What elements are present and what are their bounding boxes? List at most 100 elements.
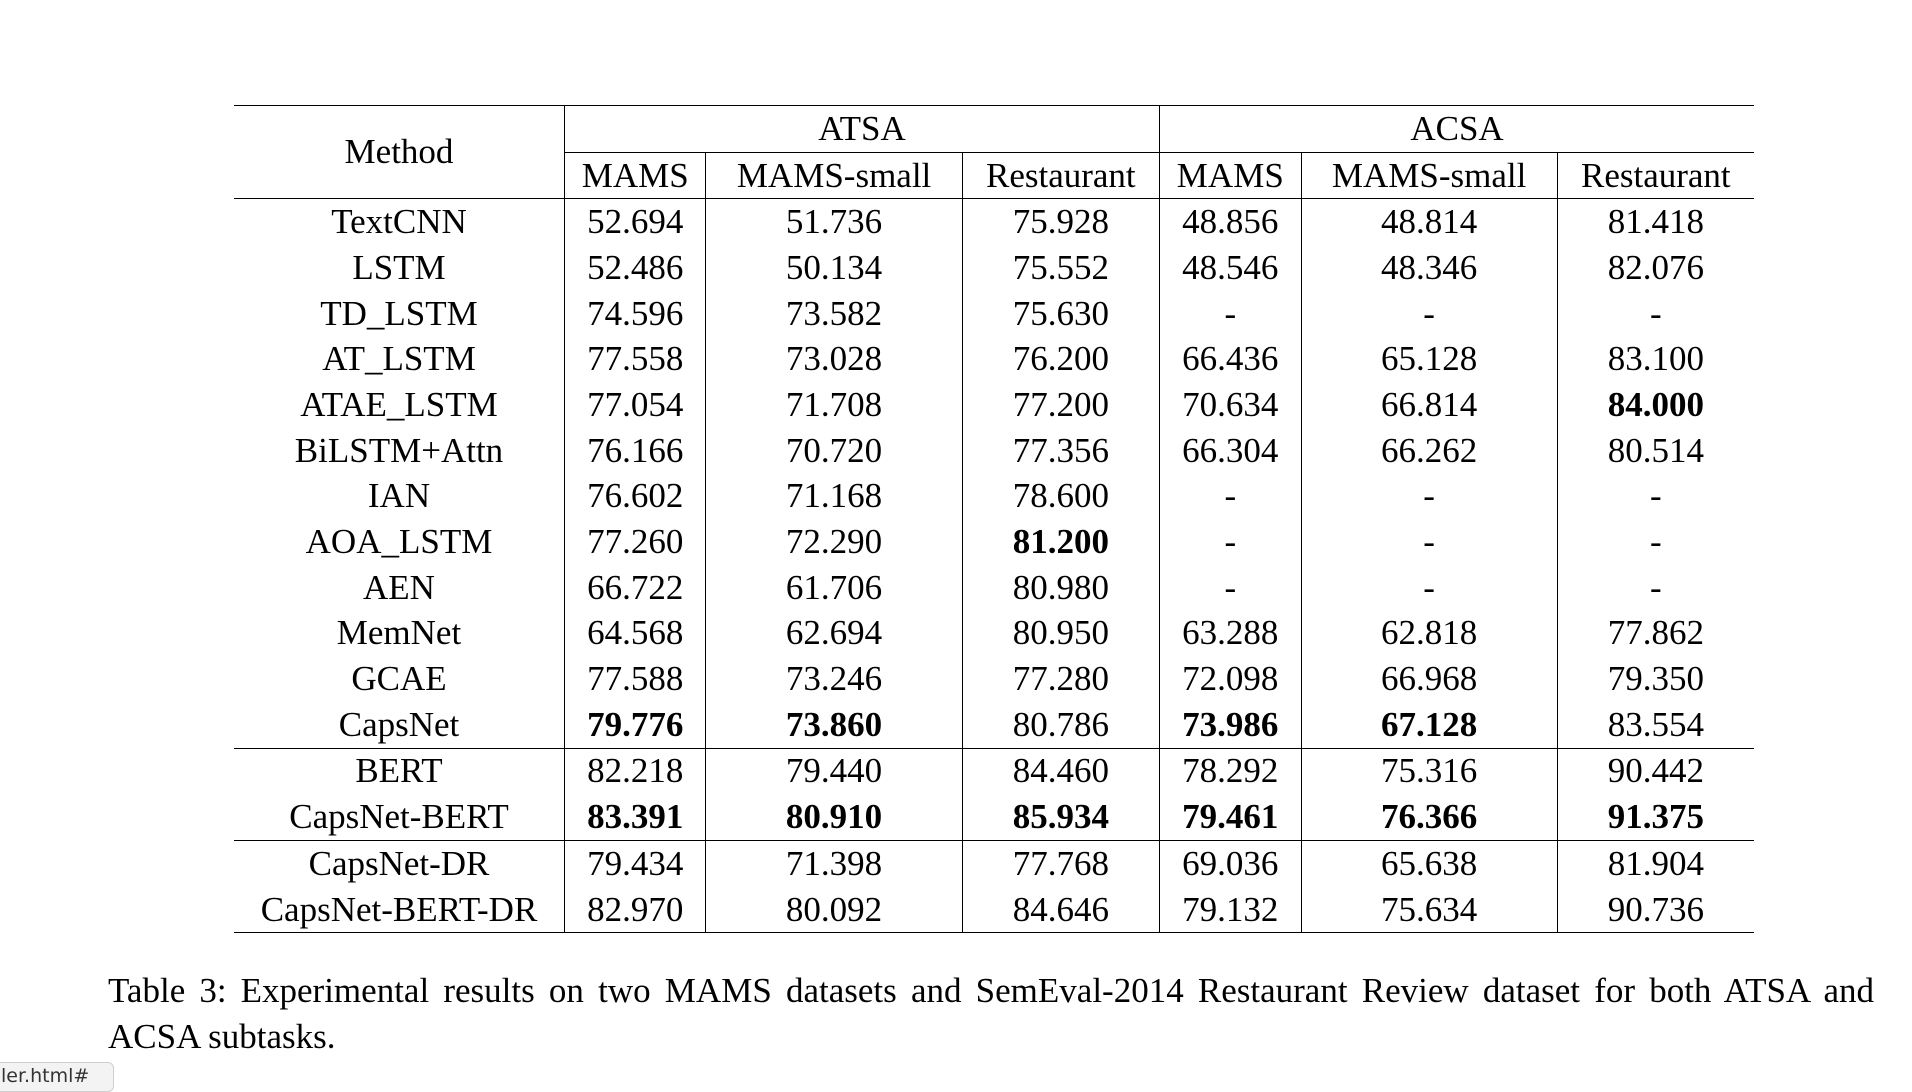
value-cell: 84.000 — [1556, 382, 1754, 428]
column-header-acsa-mams: MAMS — [1159, 151, 1302, 199]
method-cell: MemNet — [336, 613, 462, 653]
table-row: AOA_LSTM 77.260 72.290 81.200- - - — [234, 519, 1754, 565]
value-cell: 77.862 — [1556, 610, 1754, 657]
value-cell: 74.596 — [563, 290, 706, 337]
value-cell: 77.054 — [563, 382, 706, 428]
value-cell: - — [1556, 564, 1754, 611]
value-cell: - — [1159, 564, 1302, 611]
value-cell: 77.768 — [961, 839, 1160, 887]
value-cell: 76.602 — [563, 473, 706, 520]
header-row-groups: Method ATSA ACSA — [234, 104, 1754, 199]
value-cell: 76.166 — [563, 427, 706, 474]
value-cell: 82.076 — [1556, 245, 1754, 291]
method-cell: CapsNet — [338, 704, 460, 744]
value-cell: 79.776 — [563, 701, 706, 749]
value-cell: 75.552 — [961, 245, 1160, 291]
value-cell: 62.818 — [1300, 610, 1558, 657]
column-header-atsa-mams: MAMS — [563, 151, 706, 199]
value-cell: 81.904 — [1556, 839, 1754, 887]
status-bar-url: ler.html# — [0, 1062, 114, 1092]
value-cell: 75.634 — [1300, 886, 1558, 934]
value-cell: 78.292 — [1159, 747, 1302, 795]
value-cell: 75.316 — [1300, 747, 1558, 795]
caption-label: Table 3: — [108, 971, 227, 1010]
value-cell: 51.736 — [705, 198, 963, 246]
value-cell: 90.442 — [1556, 747, 1754, 795]
value-cell: 82.970 — [563, 886, 706, 934]
value-cell: 77.588 — [563, 656, 706, 702]
value-cell: 67.128 — [1300, 701, 1558, 749]
method-cell: AOA_LSTM — [305, 522, 493, 562]
value-cell: - — [1300, 519, 1558, 565]
value-cell: 82.218 — [563, 747, 706, 795]
value-cell: 76.200 — [961, 336, 1160, 383]
column-header-atsa-restaurant: Restaurant — [961, 151, 1160, 199]
value-cell: - — [1159, 290, 1302, 337]
table-row: IAN 76.602 71.168 78.600- - - — [234, 473, 1754, 520]
table-row: LSTM 52.486 50.134 75.552 48.546 48.346 82.076 — [234, 245, 1754, 291]
value-cell: 85.934 — [961, 794, 1160, 841]
value-cell: 65.128 — [1300, 336, 1558, 383]
value-cell: 81.200 — [961, 519, 1160, 565]
header-row-columns: MAMS MAMS-small Restaurant MAMS MAMS-sma… — [234, 151, 1754, 199]
column-header-acsa-restaurant: Restaurant — [1556, 151, 1754, 199]
column-header-acsa-mams-small: MAMS-small — [1300, 151, 1558, 199]
value-cell: 70.720 — [705, 427, 963, 474]
method-cell: CapsNet-BERT-DR — [234, 886, 565, 934]
value-cell: 80.980 — [961, 564, 1160, 611]
value-cell: - — [1300, 473, 1558, 520]
value-cell: 73.582 — [705, 290, 963, 337]
method-cell: TextCNN — [234, 198, 565, 246]
method-cell: AEN — [363, 567, 435, 607]
table-row: AT_LSTM 77.558 73.028 76.200 66.436 65.128 83.… — [234, 336, 1754, 383]
value-cell: 83.391 — [563, 794, 706, 841]
method-cell: CapsNet-DR — [234, 839, 565, 887]
value-cell: 73.860 — [705, 701, 963, 749]
value-cell: 65.638 — [1300, 839, 1558, 887]
value-cell: 84.460 — [961, 747, 1160, 795]
value-cell: 62.694 — [705, 610, 963, 657]
method-cell: CapsNet-BERT — [289, 797, 509, 837]
value-cell: 76.366 — [1300, 794, 1558, 841]
value-cell: 79.440 — [705, 747, 963, 795]
value-cell: 66.722 — [563, 564, 706, 611]
value-cell: 66.436 — [1159, 336, 1302, 383]
caption-text: Experimental results on two MAMS dataset… — [108, 971, 1874, 1056]
table-row: CapsNet-BERT 83.391 80.910 85.934 79.461 76.3… — [234, 794, 1754, 841]
value-cell: 66.814 — [1300, 382, 1558, 428]
method-header: Method — [234, 104, 565, 199]
method-cell: BERT — [234, 747, 565, 795]
value-cell: 69.036 — [1159, 839, 1302, 887]
value-cell: 90.736 — [1556, 886, 1754, 934]
value-cell: 81.418 — [1556, 198, 1754, 246]
group-header-atsa: ATSA — [563, 105, 1160, 153]
value-cell: 52.486 — [563, 245, 706, 291]
table-row: BiLSTM+Attn 76.166 70.720 77.356 66.304 66.26… — [234, 427, 1754, 474]
table-row: AEN 66.722 61.706 80.980- - - — [234, 564, 1754, 611]
method-cell: GCAE — [351, 659, 447, 699]
table-body: TextCNN 52.694 51.736 75.928 48.856 48.814 81.… — [234, 198, 1754, 934]
group-header-acsa: ACSA — [1159, 105, 1754, 153]
table-row: ATAE_LSTM 77.054 71.708 77.200 70.634 66.814 8… — [234, 382, 1754, 428]
value-cell: 79.132 — [1159, 886, 1302, 934]
value-cell: 48.856 — [1159, 198, 1302, 246]
value-cell: 66.968 — [1300, 656, 1558, 702]
method-cell: BiLSTM+Attn — [294, 430, 504, 470]
value-cell: - — [1300, 564, 1558, 611]
table-row: CapsNet-DR 79.434 71.398 77.768 69.036 65.638… — [234, 839, 1754, 887]
value-cell: - — [1300, 290, 1558, 337]
value-cell: 80.950 — [961, 610, 1160, 657]
value-cell: 78.600 — [961, 473, 1160, 520]
value-cell: 77.280 — [961, 656, 1160, 702]
value-cell: - — [1556, 519, 1754, 565]
value-cell: 70.634 — [1159, 382, 1302, 428]
value-cell: 71.398 — [705, 839, 963, 887]
value-cell: 73.246 — [705, 656, 963, 702]
value-cell: 52.694 — [563, 198, 706, 246]
value-cell: 79.350 — [1556, 656, 1754, 702]
value-cell: - — [1159, 473, 1302, 520]
value-cell: 61.706 — [705, 564, 963, 611]
table-row: TD_LSTM 74.596 73.582 75.630- - - — [234, 290, 1754, 337]
value-cell: 48.546 — [1159, 245, 1302, 291]
value-cell: 66.304 — [1159, 427, 1302, 474]
